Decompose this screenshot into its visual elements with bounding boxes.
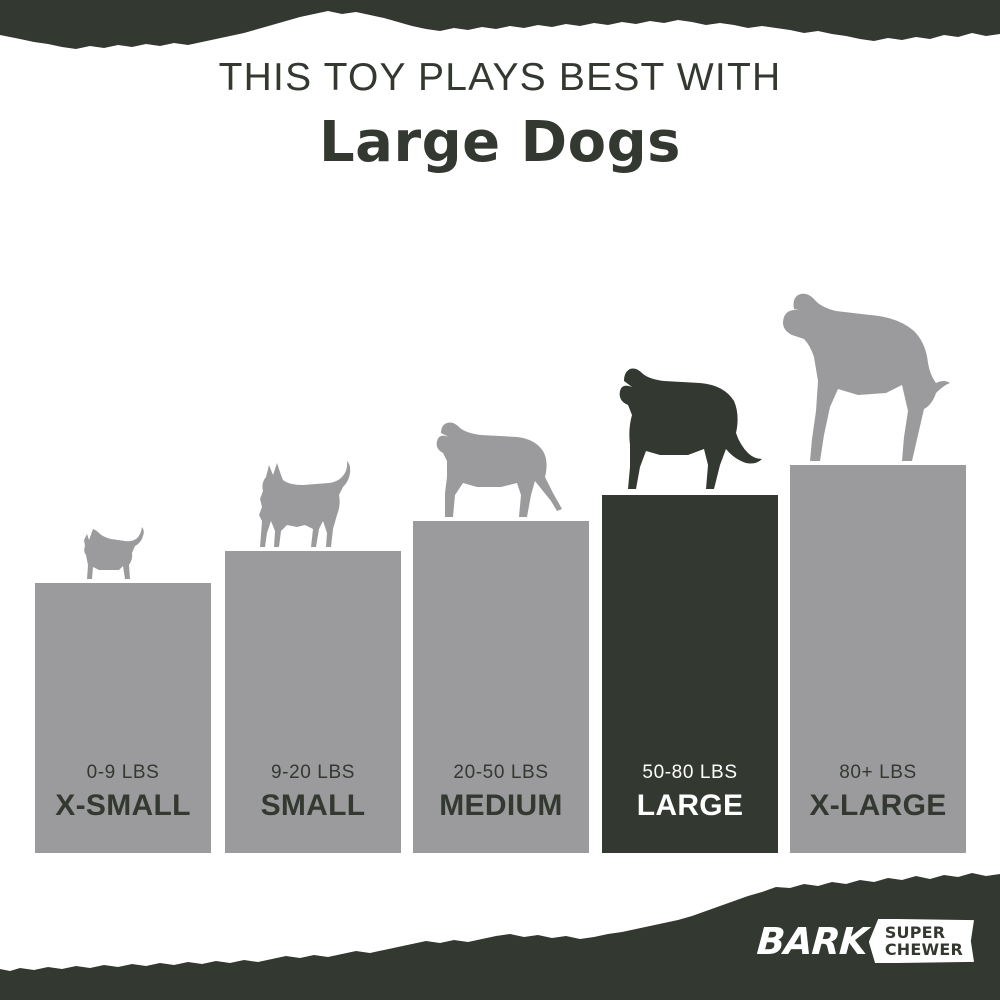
labrador-icon <box>425 415 575 521</box>
size-label-x-small: X-SMALL <box>55 789 191 822</box>
badge-line-chewer: CHEWER <box>884 940 963 959</box>
bar-group-medium[interactable]: 20-50 LBS MEDIUM <box>413 422 589 853</box>
great-dane-icon <box>774 285 956 465</box>
page-title: Large Dogs <box>318 109 682 175</box>
weight-label-small: 9-20 LBS <box>270 762 356 783</box>
bar-labels-x-small: 0-9 LBS X-SMALL <box>35 762 211 823</box>
weight-label-x-small: 0-9 LBS <box>86 762 160 783</box>
bar-group-x-small[interactable]: 0-9 LBS X-SMALL <box>35 527 211 853</box>
size-label-x-large: X-LARGE <box>809 789 947 822</box>
bar-x-small <box>35 583 211 853</box>
heading-block: THIS TOY PLAYS BEST WITH Large Dogs <box>0 56 1000 175</box>
weight-label-medium: 20-50 LBS <box>453 762 549 783</box>
size-label-medium: MEDIUM <box>439 789 563 822</box>
bar-group-large[interactable]: 50-80 LBS LARGE <box>602 368 778 853</box>
bark-super-chewer-logo: BARK SUPER CHEWER <box>755 918 974 964</box>
size-label-small: SMALL <box>260 789 366 822</box>
weight-label-x-large: 80+ LBS <box>839 762 917 783</box>
bar-labels-small: 9-20 LBS SMALL <box>225 762 401 823</box>
bar-group-x-large[interactable]: 80+ LBS X-LARGE <box>783 293 966 853</box>
bar-large <box>602 495 778 853</box>
badge-line-super: SUPER <box>884 922 946 942</box>
bar-medium <box>413 521 589 853</box>
page-subtitle: THIS TOY PLAYS BEST WITH <box>218 56 782 99</box>
chihuahua-icon <box>75 521 155 583</box>
size-label-large: LARGE <box>636 789 744 822</box>
bar-labels-large: 50-80 LBS LARGE <box>602 762 778 823</box>
bar-labels-medium: 20-50 LBS MEDIUM <box>413 762 589 823</box>
bar-group-small[interactable]: 9-20 LBS SMALL <box>225 461 401 853</box>
terrier-icon <box>253 459 363 551</box>
retriever-icon <box>610 359 768 495</box>
bark-wordmark: BARK <box>755 919 869 963</box>
bar-labels-x-large: 80+ LBS X-LARGE <box>790 762 966 823</box>
super-chewer-badge: SUPER CHEWER <box>868 918 974 964</box>
bar-small <box>225 551 401 853</box>
bar-x-large <box>790 465 966 853</box>
weight-label-large: 50-80 LBS <box>642 762 738 783</box>
